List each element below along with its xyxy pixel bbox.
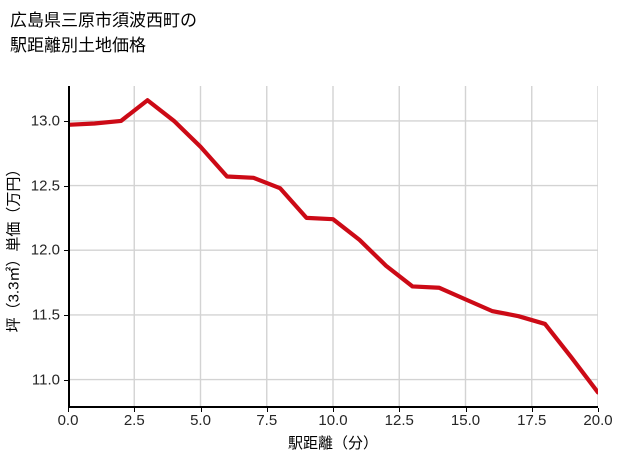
y-tick-mark xyxy=(64,185,68,187)
plot-svg xyxy=(68,86,598,408)
x-tick-mark xyxy=(134,408,136,412)
y-tick-mark xyxy=(64,379,68,381)
x-tick-mark xyxy=(598,408,600,412)
y-tick-mark xyxy=(64,120,68,123)
y-axis-spine xyxy=(68,86,70,408)
x-tick-label: 2.5 xyxy=(123,412,145,429)
x-tick-mark xyxy=(266,408,268,412)
gridlines-vertical xyxy=(68,86,598,408)
page-title: 広島県三原市須波西町の 駅距離別土地価格 xyxy=(10,11,197,55)
data-line-series-0 xyxy=(68,98,598,395)
x-tick-label: 12.5 xyxy=(384,412,414,429)
y-tick-label: 13.0 xyxy=(30,112,60,130)
x-tick-label: 15.0 xyxy=(450,412,481,429)
x-tick-label: 17.5 xyxy=(517,412,547,429)
plot-area xyxy=(68,86,598,408)
y-tick-mark xyxy=(64,250,68,252)
x-tick-label: 7.5 xyxy=(256,412,278,429)
y-tick-label: 12.5 xyxy=(30,177,60,195)
x-tick-label: 5.0 xyxy=(190,412,211,429)
x-tick-mark xyxy=(68,408,70,412)
x-axis-title: 駅距離（分） xyxy=(287,435,378,452)
x-tick-label: 10.0 xyxy=(318,412,348,429)
x-tick-mark xyxy=(465,408,467,412)
x-tick-label: 20.0 xyxy=(583,412,613,429)
x-tick-mark xyxy=(333,408,335,412)
y-axis-title-wrap: 坪（3.3㎡）単価（万円） xyxy=(0,86,26,408)
y-tick-label: 12.0 xyxy=(30,241,60,259)
x-axis-spine xyxy=(68,406,598,408)
y-tick-label: 11.5 xyxy=(31,306,60,324)
x-tick-mark xyxy=(399,408,401,412)
x-tick-label: 0.0 xyxy=(57,412,79,429)
y-tick-label: 11.0 xyxy=(31,371,60,389)
x-tick-mark xyxy=(200,408,202,412)
x-tick-mark xyxy=(531,408,533,412)
y-axis-title: 坪（3.3㎡）単価（万円） xyxy=(5,161,23,333)
y-tick-mark xyxy=(64,314,68,317)
